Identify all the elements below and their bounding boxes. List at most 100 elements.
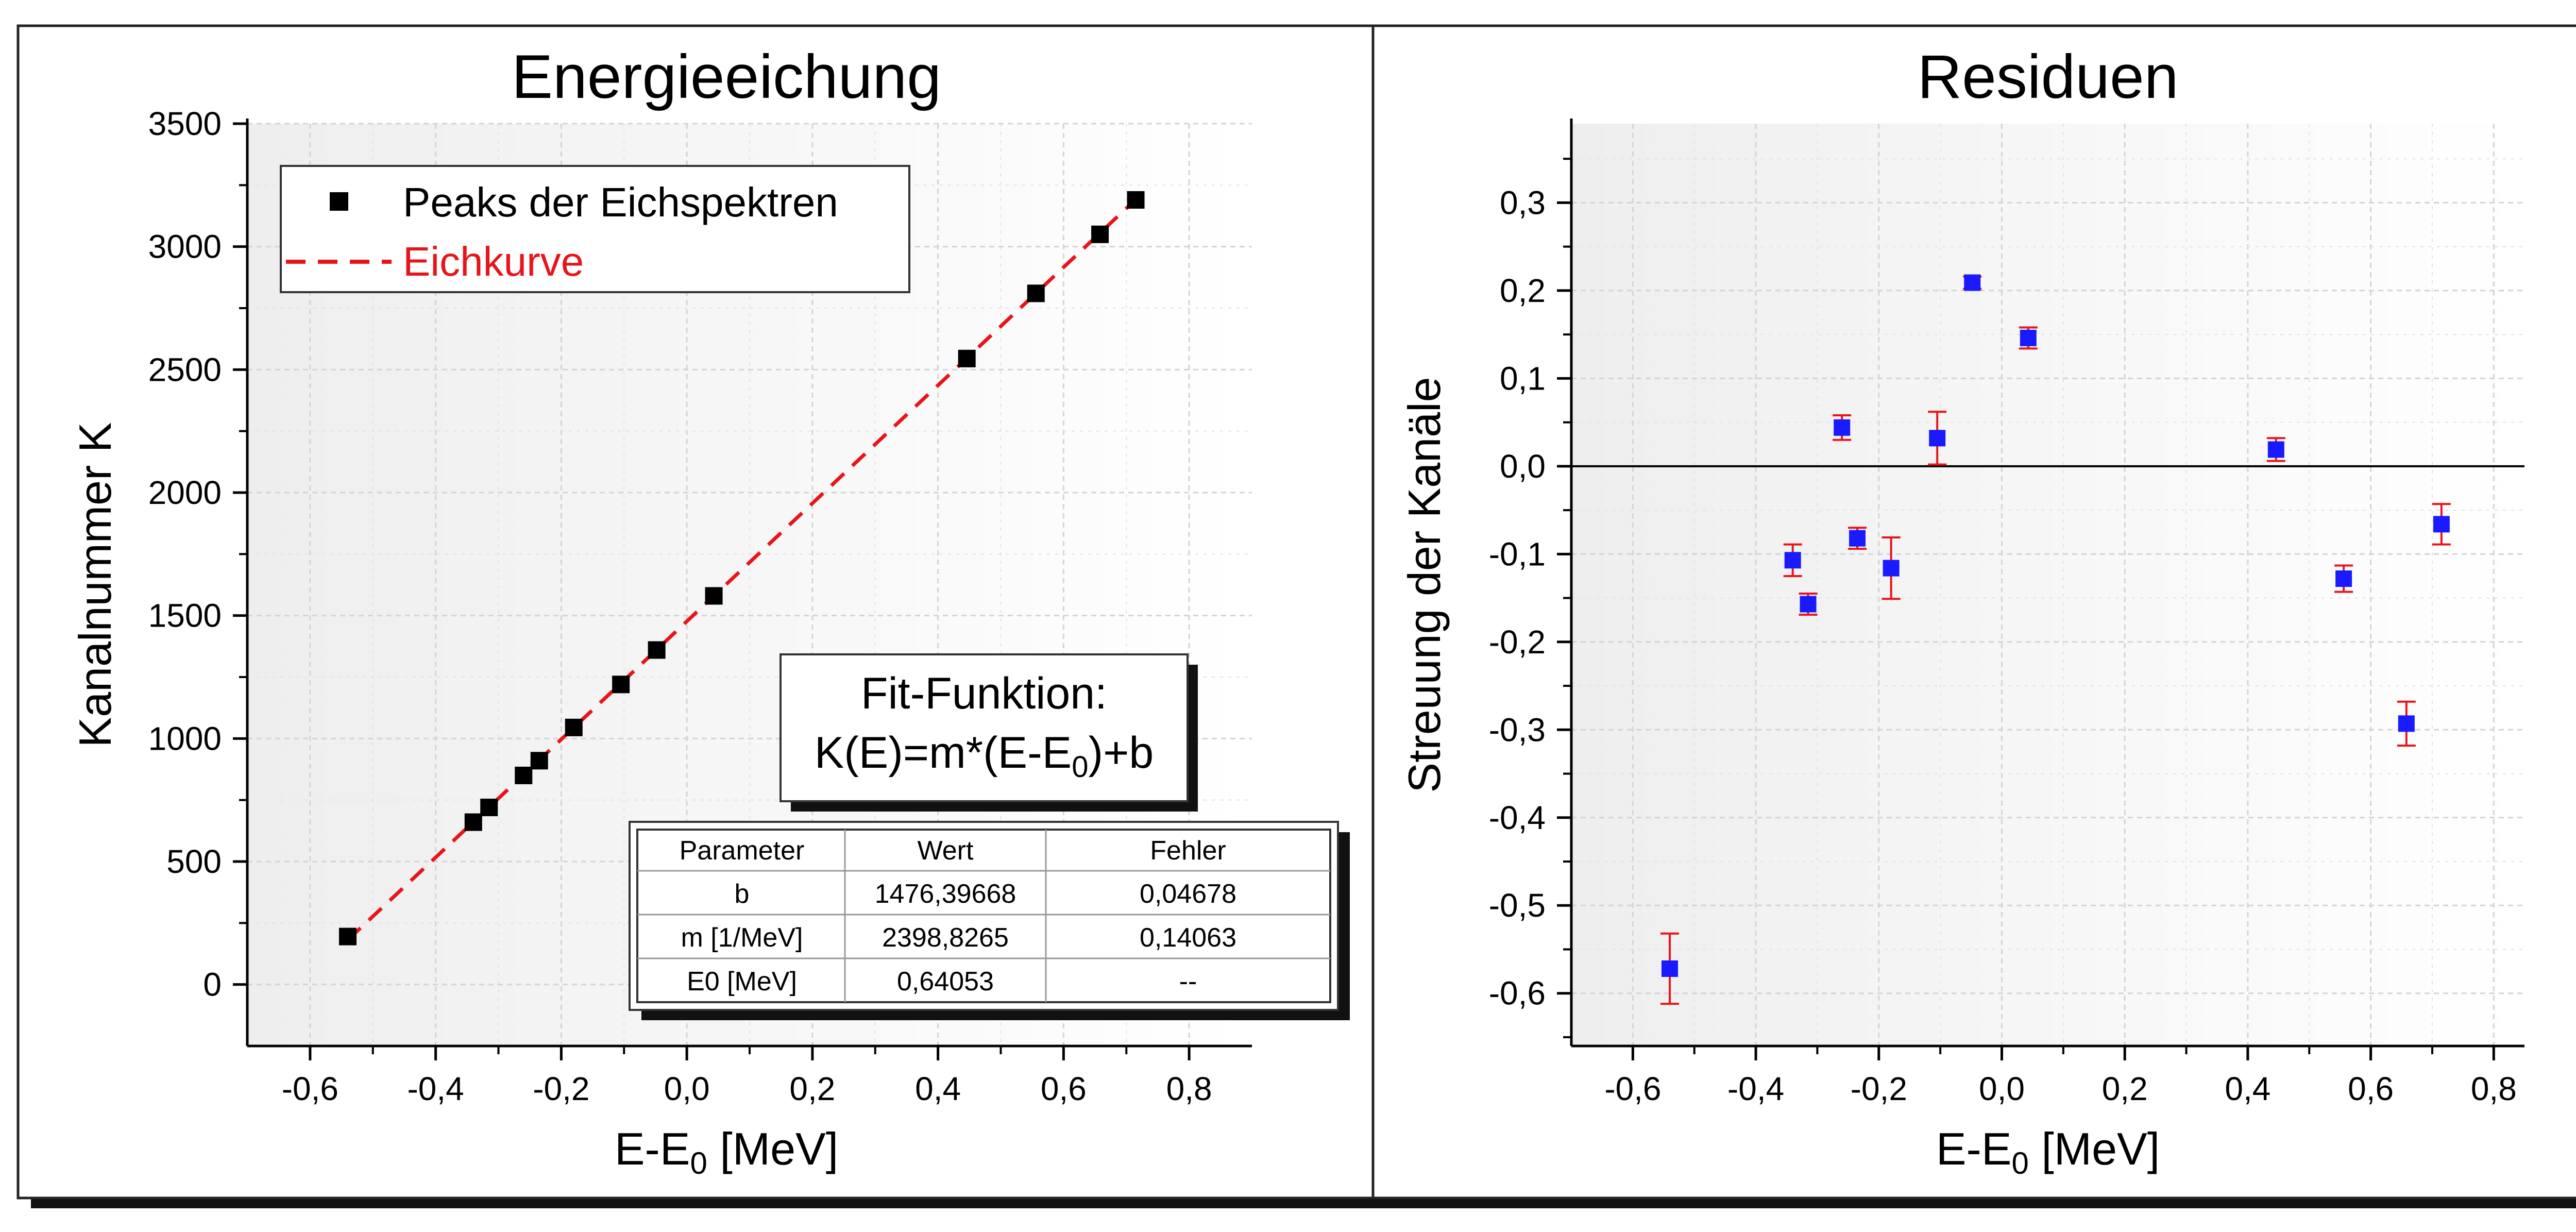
y-tick-label: -0,5	[1489, 887, 1546, 924]
x-tick-label: 0,0	[664, 1070, 710, 1107]
x-tick-label: 0,6	[2348, 1070, 2394, 1107]
x-tick-label: 0,0	[1979, 1070, 2025, 1107]
calibration-peak-point	[958, 349, 976, 367]
y-tick-label: -0,2	[1489, 623, 1546, 661]
table-cell: 1476,39668	[875, 879, 1016, 909]
calibration-peak-point	[480, 798, 498, 816]
table-cell: E0 [MeV]	[687, 967, 797, 997]
y-tick-label: -0,1	[1489, 535, 1546, 572]
residual-point	[1834, 419, 1851, 436]
calibration-peak-point	[464, 813, 482, 831]
table-cell: --	[1179, 967, 1197, 997]
right-x-axis-label: E-E0 [MeV]	[1936, 1123, 2160, 1180]
right-x-tick-labels: -0,6 -0,4 -0,2 0,0 0,2 0,4 0,6 0,8	[1604, 1070, 2517, 1107]
x-tick-label: -0,2	[1851, 1070, 1907, 1107]
right-plot-area	[1571, 124, 2524, 1046]
right-chart-title: Residuen	[1917, 42, 2178, 111]
calibration-peak-point	[1127, 191, 1145, 209]
residual-point	[1964, 274, 1981, 291]
y-tick-label: 1000	[148, 720, 222, 757]
fit-line2-pre: K(E)=m*(E-E	[815, 728, 1072, 778]
residual-point	[2398, 715, 2415, 732]
x-tick-label: -0,2	[533, 1070, 589, 1107]
residual-point	[1784, 552, 1801, 569]
x-tick-label: 0,2	[2102, 1070, 2148, 1107]
calibration-peak-point	[1091, 225, 1109, 243]
y-tick-label: -0,3	[1489, 711, 1546, 748]
table-cell: 0,04678	[1140, 879, 1236, 909]
calibration-chart: -0,6 -0,4 -0,2 0,0 0,2 0,4 0,6 0,8 0 500 1000 1500…	[70, 42, 1350, 1180]
table-cell: 2398,8265	[882, 923, 1009, 953]
table-header-wert: Wert	[918, 836, 974, 866]
legend-box	[280, 165, 910, 293]
x-tick-label: 0,8	[1166, 1070, 1212, 1107]
table-cell: m [1/MeV]	[681, 923, 803, 953]
left-x-label-unit: [MeV]	[707, 1123, 838, 1174]
x-tick-label: -0,4	[407, 1070, 464, 1107]
y-tick-label: 0,3	[1500, 184, 1546, 221]
left-legend: Peaks der Eichspektren Eichkurve	[280, 165, 910, 293]
right-x-label-main: E-E	[1936, 1123, 2012, 1174]
parameter-table: Parameter Wert Fehler b 1476,39668 0,046…	[629, 821, 1350, 1020]
residual-point	[1800, 596, 1817, 613]
calibration-peak-point	[339, 927, 357, 946]
table-outer-frame	[629, 821, 1339, 1011]
y-tick-label: 2000	[148, 474, 222, 511]
left-y-axis-label: Kanalnummer K	[70, 423, 121, 748]
fit-box-line1: Fit-Funktion:	[861, 669, 1107, 718]
x-tick-label: 0,2	[789, 1070, 835, 1107]
residual-point	[1883, 560, 1900, 577]
right-y-axis-label: Streuung der Kanäle	[1399, 377, 1450, 792]
right-gridlines	[1571, 124, 2524, 1046]
y-tick-label: -0,6	[1489, 975, 1546, 1012]
residuals-chart: -0,6 -0,4 -0,2 0,0 0,2 0,4 0,6 0,8 -0,6 -0,5 -0,4…	[1399, 42, 2524, 1180]
right-y-tick-labels: -0,6 -0,5 -0,4 -0,3 -0,2 -0,1 0,0 0,1 0,2 0,3	[1489, 184, 1546, 1011]
residual-point	[2020, 329, 2037, 346]
legend-label-peaks: Peaks der Eichspektren	[403, 179, 838, 225]
y-tick-label: 0,2	[1500, 272, 1546, 309]
calibration-peak-point	[1027, 284, 1045, 302]
calibration-peak-point	[612, 676, 630, 694]
y-tick-label: 3000	[148, 228, 222, 265]
fit-box-frame	[779, 653, 1189, 802]
y-tick-label: 0	[203, 966, 222, 1003]
x-tick-label: 0,6	[1041, 1070, 1087, 1107]
y-tick-label: 1500	[148, 597, 222, 634]
legend-marker-peaks	[330, 192, 348, 211]
x-tick-label: -0,4	[1727, 1070, 1784, 1107]
calibration-peak-point	[530, 752, 548, 770]
table-cell: b	[735, 879, 750, 909]
x-tick-label: 0,4	[915, 1070, 961, 1107]
y-tick-label: 3500	[148, 105, 222, 142]
residual-point	[2267, 441, 2284, 458]
y-tick-label: 500	[166, 843, 222, 880]
table-cell: 0,14063	[1140, 923, 1236, 953]
y-tick-label: -0,4	[1489, 799, 1546, 836]
x-tick-label: -0,6	[282, 1070, 338, 1107]
left-series	[339, 191, 1145, 946]
y-tick-label: 0,0	[1500, 448, 1546, 485]
table-header-fehler: Fehler	[1150, 836, 1226, 866]
left-x-label-sub: 0	[690, 1146, 707, 1180]
fit-line2-post: )+b	[1088, 728, 1154, 778]
left-axes	[233, 119, 1252, 1060]
right-x-label-unit: [MeV]	[2029, 1123, 2160, 1174]
legend-label-fit: Eichkurve	[403, 239, 584, 284]
left-x-axis-label: E-E0 [MeV]	[615, 1123, 838, 1180]
residual-point	[1849, 530, 1866, 547]
y-tick-label: 2500	[148, 351, 222, 388]
y-tick-label: 0,1	[1500, 360, 1546, 397]
left-x-tick-labels: -0,6 -0,4 -0,2 0,0 0,2 0,4 0,6 0,8	[282, 1070, 1212, 1107]
right-series	[1571, 274, 2524, 1005]
right-axes	[1557, 119, 2524, 1060]
x-tick-label: -0,6	[1604, 1070, 1661, 1107]
fit-function-box: Fit-Funktion: K(E)=m*(E-E0)+b	[779, 653, 1198, 812]
calibration-peak-point	[705, 587, 723, 605]
table-inner-frame	[636, 829, 1331, 1003]
right-x-label-sub: 0	[2012, 1146, 2029, 1180]
residual-point	[2335, 570, 2352, 587]
residual-point	[1929, 430, 1946, 447]
fit-box-line2: K(E)=m*(E-E0)+b	[815, 728, 1154, 784]
calibration-peak-point	[648, 641, 666, 659]
